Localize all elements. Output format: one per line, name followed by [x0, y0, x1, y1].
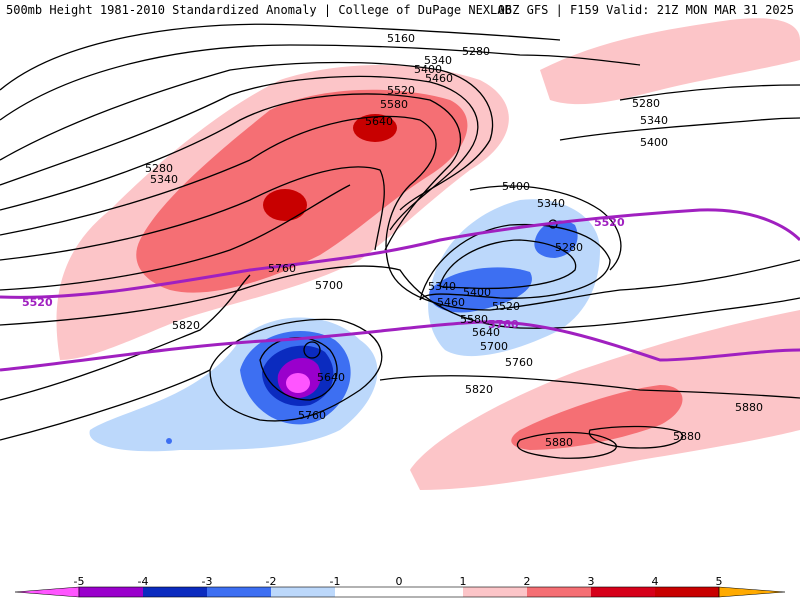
anomaly-shading — [56, 18, 800, 490]
contour-label: 5760 — [505, 356, 533, 369]
colorbar-swatch — [335, 587, 399, 597]
thickness-lines — [0, 208, 800, 372]
contour-label: 5280 — [632, 97, 660, 110]
map-title: 500mb Height 1981-2010 Standardized Anom… — [6, 3, 512, 17]
colorbar-outline — [78, 586, 720, 598]
contour-label: 5640 — [365, 115, 393, 128]
map-header: 500mb Height 1981-2010 Standardized Anom… — [0, 0, 800, 20]
colorbar-swatch — [399, 587, 463, 597]
colorbar-swatch — [463, 587, 527, 597]
contour-line — [303, 341, 321, 359]
contour-label: 5640 — [317, 371, 345, 384]
colorbar-swatch — [271, 587, 335, 597]
contour-label: 5880 — [545, 436, 573, 449]
colorbar-tick: 2 — [523, 575, 531, 588]
positive-anomaly-core-1 — [263, 189, 307, 221]
contour-label: 5340 — [424, 54, 452, 67]
positive-anomaly-northeast — [540, 18, 800, 105]
contour-label: 5820 — [465, 383, 493, 396]
contour-label: 5580 — [380, 98, 408, 111]
contour-line — [0, 23, 561, 91]
colorbar-arrow-left — [14, 586, 80, 598]
contour-line — [0, 265, 800, 329]
colorbar-tick: 1 — [459, 575, 467, 588]
positive-anomaly-core-2 — [353, 114, 397, 142]
contour-line — [439, 239, 577, 290]
contour-label: 5700 — [315, 279, 343, 292]
thickness-label: 5520 — [22, 296, 53, 309]
contour-line — [516, 431, 617, 459]
contour-line — [0, 44, 641, 121]
thickness-label: 5520 — [594, 216, 625, 229]
colorbar-swatch — [79, 587, 143, 597]
contour-line — [0, 93, 461, 251]
colorbar-tick: 3 — [587, 575, 595, 588]
contour-label: 5340 — [640, 114, 668, 127]
contour-line — [0, 166, 385, 261]
contour-label: 5160 — [387, 32, 415, 45]
colorbar-tick: 4 — [651, 575, 659, 588]
contour-line — [0, 61, 494, 211]
colorbar-tick: -5 — [73, 575, 85, 588]
thickness-label: 5760 — [488, 318, 519, 331]
colorbar-tick: 0 — [395, 575, 403, 588]
contour-line — [619, 84, 800, 101]
contour-line — [469, 185, 622, 271]
contour-line — [0, 274, 251, 401]
contour-label: 5760 — [298, 409, 326, 422]
contour-label: 5520 — [387, 84, 415, 97]
colorbar-swatch — [591, 587, 655, 597]
thickness-line-5520 — [0, 208, 800, 299]
colorbar-swatch — [527, 587, 591, 597]
contour-line — [559, 117, 800, 141]
contour-line — [0, 318, 383, 441]
contour-label: 5820 — [172, 319, 200, 332]
model-run-info: 06Z GFS | F159 Valid: 21Z MON MAR 31 202… — [497, 3, 794, 17]
contour-line — [0, 115, 800, 311]
contour-line — [0, 75, 479, 231]
contour-label: 5880 — [673, 430, 701, 443]
contour-label: 5340 — [150, 173, 178, 186]
negative-anomaly-east-2 — [429, 267, 532, 313]
colorbar-tick: -3 — [201, 575, 213, 588]
contour-label: 5460 — [425, 72, 453, 85]
negative-anomaly-core — [286, 373, 310, 393]
contour-label: 5280 — [462, 45, 490, 58]
contour-label: 5880 — [735, 401, 763, 414]
negative-anomaly-dot — [166, 438, 172, 444]
contour-label: 5520 — [492, 300, 520, 313]
contour-line — [588, 425, 684, 449]
contour-label: 5460 — [437, 296, 465, 309]
contour-label: 5340 — [537, 197, 565, 210]
contour-label: 5280 — [145, 162, 173, 175]
contour-label: 5400 — [640, 136, 668, 149]
colorbar-graphic — [14, 586, 786, 598]
colorbar-tick: -2 — [265, 575, 277, 588]
contour-label: 5340 — [428, 280, 456, 293]
contour-line — [379, 375, 800, 399]
contour-label: 5700 — [480, 340, 508, 353]
contour-label: 5400 — [502, 180, 530, 193]
contour-label: 5580 — [460, 313, 488, 326]
contour-line — [0, 184, 351, 291]
contour-label: 5280 — [555, 241, 583, 254]
contour-label: 5400 — [463, 286, 491, 299]
colorbar-swatch — [655, 587, 719, 597]
colorbar-tick: -1 — [329, 575, 341, 588]
contour-label: 5640 — [472, 326, 500, 339]
colorbar-tick: -4 — [137, 575, 149, 588]
thickness-line-5760 — [0, 320, 800, 372]
height-contours — [0, 23, 800, 459]
colorbar: -5 -4 -3 -2 -1 0 1 2 3 4 5 — [0, 568, 800, 600]
colorbar-arrow-right — [718, 586, 786, 598]
colorbar-tick: 5 — [715, 575, 723, 588]
contour-label: 5400 — [414, 63, 442, 76]
contour-labels: 5160 5280 5340 5400 5460 5520 5580 5640 … — [22, 32, 763, 449]
colorbar-swatch — [207, 587, 271, 597]
contour-label: 5760 — [268, 262, 296, 275]
contour-line — [419, 223, 611, 301]
colorbar-swatch — [143, 587, 207, 597]
